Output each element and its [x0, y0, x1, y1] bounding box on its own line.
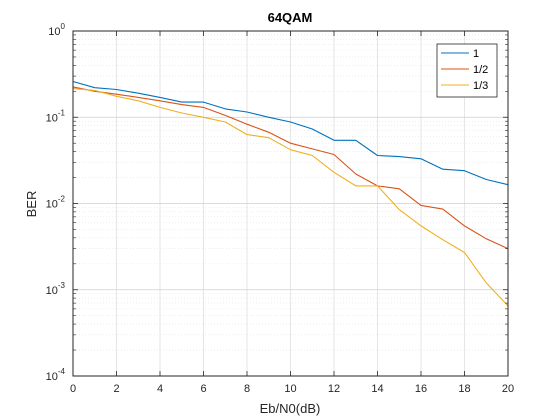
y-axis-title: BER [24, 191, 39, 218]
y-tick-base: 10 [46, 199, 58, 211]
y-tick-exponent: -4 [58, 367, 66, 376]
axis-ticks [72, 30, 509, 377]
x-tick-label: 16 [415, 383, 427, 395]
series-group [72, 80, 509, 307]
y-tick-label: 10-2 [46, 195, 66, 211]
x-tick-label: 2 [113, 383, 119, 395]
chart-title: 64QAM [268, 10, 313, 25]
x-tick-label: 14 [371, 383, 383, 395]
x-tick-label: 6 [200, 383, 206, 395]
y-tick-base: 10 [48, 26, 60, 38]
series-line-2 [72, 86, 509, 250]
legend: 1 1/2 1/3 [436, 43, 498, 98]
y-tick-exponent: -1 [58, 108, 66, 117]
y-tick-exponent: 0 [61, 22, 66, 31]
x-tick-label: 4 [157, 383, 163, 395]
y-tick-base: 10 [46, 112, 58, 124]
y-tick-base: 10 [46, 285, 58, 297]
legend-label: 1/3 [473, 80, 488, 92]
y-tick-label: 100 [48, 22, 65, 38]
y-tick-label: 10-3 [46, 281, 66, 297]
x-tick-label: 10 [284, 383, 296, 395]
x-tick-label: 20 [502, 383, 514, 395]
x-tick-label: 12 [328, 383, 340, 395]
x-tick-label: 8 [244, 383, 250, 395]
x-axis-tick-labels: 0 2 4 6 8 10 12 14 16 18 20 [70, 383, 514, 395]
legend-label: 1 [473, 48, 479, 60]
y-tick-exponent: -2 [58, 195, 66, 204]
x-tick-label: 0 [70, 383, 76, 395]
x-axis-title: Eb/N0(dB) [260, 401, 321, 416]
y-tick-exponent: -3 [58, 281, 66, 290]
series-line-3 [72, 88, 509, 307]
legend-label: 1/2 [473, 64, 488, 76]
y-tick-base: 10 [46, 371, 58, 383]
x-tick-label: 18 [458, 383, 470, 395]
y-tick-label: 10-1 [46, 108, 66, 124]
y-tick-label: 10-4 [46, 367, 66, 383]
series-line-1 [72, 80, 509, 186]
